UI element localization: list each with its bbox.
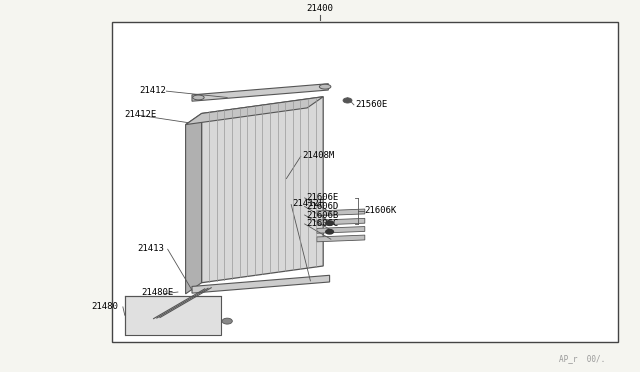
- Bar: [112, 22, 618, 342]
- Circle shape: [326, 221, 333, 225]
- Polygon shape: [186, 113, 202, 294]
- Circle shape: [222, 318, 232, 324]
- Polygon shape: [186, 97, 323, 125]
- Polygon shape: [317, 235, 365, 242]
- Polygon shape: [202, 97, 323, 283]
- Polygon shape: [192, 84, 328, 101]
- Text: 21412F: 21412F: [292, 199, 324, 208]
- Circle shape: [343, 98, 352, 103]
- Text: 21408M: 21408M: [302, 151, 334, 160]
- Text: 21606C: 21606C: [306, 219, 338, 228]
- Text: 21480: 21480: [92, 302, 118, 311]
- Text: 21606D: 21606D: [306, 202, 338, 211]
- Text: 21412E: 21412E: [125, 110, 157, 119]
- Ellipse shape: [193, 95, 204, 100]
- Text: 21413: 21413: [137, 244, 164, 253]
- Text: 21606K: 21606K: [365, 206, 397, 215]
- Polygon shape: [317, 227, 365, 233]
- Text: AP_r  00/.: AP_r 00/.: [559, 354, 605, 363]
- Text: 21400: 21400: [307, 4, 333, 13]
- Text: 21606B: 21606B: [306, 211, 338, 219]
- Bar: [125, 296, 221, 335]
- Ellipse shape: [319, 84, 331, 89]
- Polygon shape: [192, 275, 330, 293]
- Polygon shape: [317, 218, 365, 225]
- Polygon shape: [317, 209, 365, 216]
- Text: 21560E: 21560E: [355, 100, 387, 109]
- Text: 21480E: 21480E: [141, 288, 173, 297]
- Circle shape: [326, 230, 333, 234]
- Text: 21606E: 21606E: [306, 193, 338, 202]
- Text: 21412: 21412: [140, 86, 166, 95]
